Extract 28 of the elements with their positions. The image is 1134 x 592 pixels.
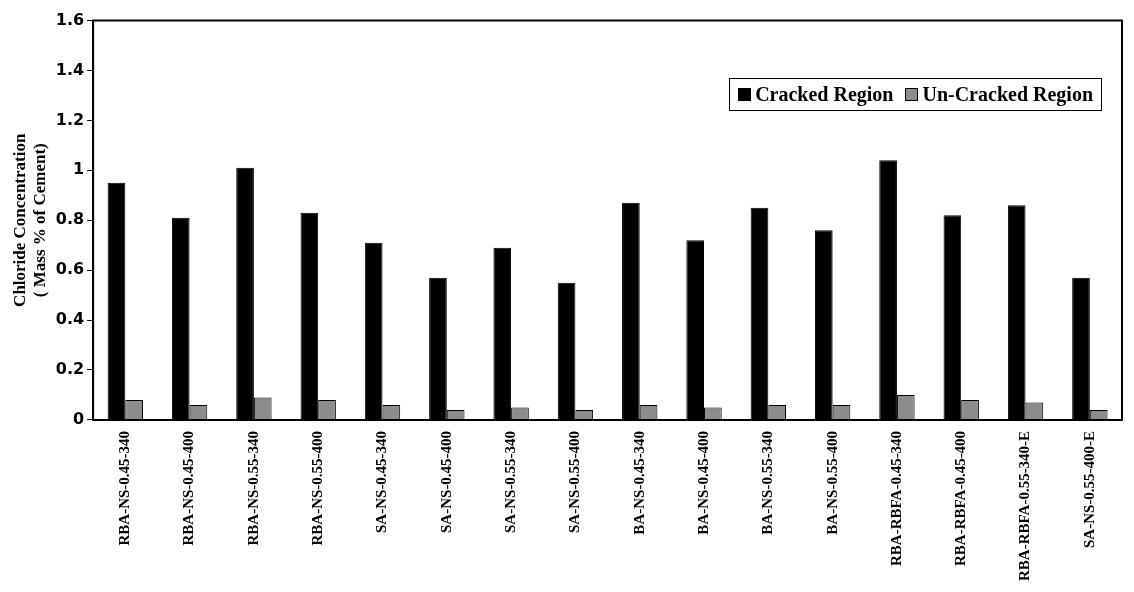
y-tick-label: 0.6 — [55, 259, 85, 279]
y-tick-label: 0.4 — [55, 309, 85, 329]
x-tick-label: BA-NS-0.45-340 — [630, 430, 647, 535]
y-tick-label: 1.2 — [55, 109, 85, 129]
x-tick-label: RBA-RBFA-0.45-340 — [887, 430, 904, 566]
legend-label: Cracked Region — [755, 83, 894, 106]
x-tick-label: BA-NS-0.45-400 — [694, 430, 711, 535]
x-tick-label: SA-NS-0.45-340 — [373, 430, 390, 533]
y-tick-label: 0.2 — [55, 359, 85, 379]
x-tick-label: RBA-NS-0.55-340 — [244, 430, 261, 546]
x-tick-label: RBA-NS-0.45-400 — [180, 430, 197, 546]
y-tick-label: 0.8 — [55, 209, 85, 229]
x-tick-label: BA-NS-0.55-340 — [759, 430, 776, 535]
x-tick-label: RBA-NS-0.55-400 — [309, 430, 326, 546]
y-tick-label: 1.6 — [55, 9, 85, 29]
legend-label: Un-Cracked Region — [922, 83, 1093, 106]
x-tick-label: SA-NS-0.45-400 — [437, 430, 454, 533]
x-tick-label: RBA-RBFA-0.55-340-E — [1016, 430, 1033, 581]
x-tick-label: SA-NS-0.55-400 — [566, 430, 583, 533]
x-tick-label: BA-NS-0.55-400 — [823, 430, 840, 535]
y-tick-label: 0 — [73, 409, 85, 429]
x-tick-label: SA-NS-0.55-340 — [501, 430, 518, 533]
x-tick-label: RBA-RBFA-0.45-400 — [952, 430, 969, 566]
x-tick-label: RBA-NS-0.45-340 — [116, 430, 133, 546]
y-axis-title: Chloride Concentration ( Mass % of Cement) — [9, 133, 49, 307]
x-tick-label: SA-NS-0.55-400-E — [1080, 430, 1097, 548]
y-tick-label: 1.4 — [55, 59, 85, 79]
y-tick-label: 1 — [73, 159, 85, 179]
